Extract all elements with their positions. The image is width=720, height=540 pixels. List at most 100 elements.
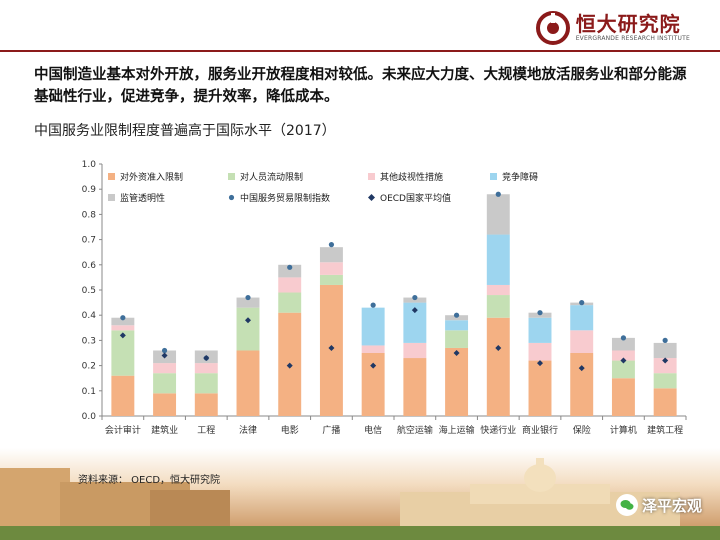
legend-marker xyxy=(228,194,235,201)
bar-segment xyxy=(570,353,594,416)
y-tick-label: 0.9 xyxy=(82,185,97,195)
x-tick-label: 建筑业 xyxy=(151,424,178,436)
oecd-average-point xyxy=(119,332,126,339)
bar-segment xyxy=(319,247,343,263)
bar-segment xyxy=(194,393,218,416)
oecd-average-point xyxy=(662,357,669,364)
bar-segment xyxy=(445,347,469,416)
bar-segment xyxy=(236,297,260,308)
y-tick-label: 0.6 xyxy=(82,261,97,271)
china-index-point xyxy=(370,302,376,308)
china-index-point xyxy=(579,300,585,306)
oecd-average-point xyxy=(578,365,585,372)
legend-swatch xyxy=(108,194,115,201)
bar-segment xyxy=(653,388,677,416)
oecd-average-point xyxy=(620,357,627,364)
bar-segment xyxy=(611,360,635,379)
bar-segment xyxy=(153,363,177,374)
x-tick-label: 快递行业 xyxy=(480,424,516,436)
bar-segment xyxy=(611,337,635,351)
china-index-point xyxy=(161,347,168,354)
oecd-average-point xyxy=(203,355,210,362)
bar-segment xyxy=(319,274,343,285)
bar-segment xyxy=(445,330,469,348)
legend-swatch xyxy=(108,173,115,180)
bar-segment xyxy=(111,330,135,376)
oecd-average-point xyxy=(411,307,418,314)
building-illustration xyxy=(0,448,720,540)
chart-title: 中国服务业限制程度普遍高于国际水平（2017） xyxy=(34,123,336,139)
bar-segment xyxy=(194,373,218,394)
y-tick-label: 0.1 xyxy=(82,387,96,397)
china-index-point xyxy=(328,242,335,248)
bar-segment xyxy=(153,393,177,416)
bar-segment xyxy=(403,302,427,343)
bar-segment xyxy=(486,194,510,235)
watermark: 泽平宏观 xyxy=(615,494,702,516)
x-tick-label: 建筑工程 xyxy=(647,424,683,436)
bar-segment xyxy=(528,342,552,361)
china-index-point xyxy=(287,264,293,270)
china-index-point xyxy=(120,315,126,321)
legend-swatch xyxy=(228,173,235,180)
x-tick-label: 航空运输 xyxy=(397,424,433,436)
y-tick-label: 0.8 xyxy=(82,210,97,220)
china-index-point xyxy=(537,310,543,316)
oecd-average-point xyxy=(537,360,543,367)
x-tick-label: 广播 xyxy=(322,424,340,436)
bar-segment xyxy=(319,262,343,275)
brand-name-en: EVERGRANDE RESEARCH INSTITUTE xyxy=(575,35,690,42)
oecd-average-point xyxy=(328,344,335,351)
bar-segment xyxy=(528,360,552,416)
bar-segment xyxy=(361,307,385,346)
bar-segment xyxy=(528,317,552,343)
oecd-average-point xyxy=(161,352,168,359)
bar-segment xyxy=(653,342,677,359)
legend-label: OECD国家平均值 xyxy=(380,192,451,204)
stacked-bar-chart: 0.0 0.1 0.2 0.3 0.4 0.5 0.6 0.7 0.8 0.9 1.0 会计审计 建筑业… xyxy=(82,160,687,436)
x-tick-label: 商业银行 xyxy=(522,424,558,436)
bar-segment xyxy=(403,342,427,359)
china-index-point xyxy=(495,191,501,197)
headline: 中国制造业基本对外开放，服务业开放程度相对较低。未来应大力度、大规模地放活服务业… xyxy=(34,67,687,105)
brand-name-cn: 恒大研究院 xyxy=(575,12,681,36)
watermark-text: 泽平宏观 xyxy=(641,496,702,515)
legend-marker xyxy=(368,194,375,201)
bar-segment xyxy=(111,325,135,331)
bar-segment xyxy=(111,375,135,416)
legend-swatch xyxy=(490,173,497,180)
china-index-point xyxy=(412,294,418,301)
bar-segment xyxy=(653,373,677,389)
bar-segment xyxy=(278,264,302,278)
bar-segment xyxy=(236,307,260,351)
legend-label: 竞争障碍 xyxy=(502,171,538,183)
oecd-average-point xyxy=(453,350,460,356)
bar-segment xyxy=(153,373,177,394)
y-tick-label: 0.0 xyxy=(82,412,97,422)
header-divider xyxy=(0,50,720,52)
bar-segment xyxy=(236,350,260,416)
legend-label: 对外资准入限制 xyxy=(120,171,183,183)
china-index-point xyxy=(453,312,460,318)
oecd-average-point xyxy=(495,344,502,351)
legend-label: 其他歧视性措施 xyxy=(380,171,443,183)
oecd-average-point xyxy=(370,362,377,369)
bar-segment xyxy=(111,317,135,326)
bar-segment xyxy=(278,292,302,313)
bar-segment xyxy=(611,378,635,416)
legend-label: 监管透明性 xyxy=(120,192,165,204)
bar-segment xyxy=(611,350,635,361)
china-index-point xyxy=(245,294,251,301)
bar-segment xyxy=(570,305,594,331)
x-tick-label: 保险 xyxy=(573,424,591,436)
y-tick-label: 0.2 xyxy=(82,362,96,372)
bar-segment xyxy=(653,358,677,374)
evergrande-logo-icon xyxy=(535,11,570,45)
china-index-point xyxy=(662,337,668,343)
bar-segment xyxy=(278,277,302,293)
x-tick-label: 海上运输 xyxy=(439,424,475,436)
oecd-average-point xyxy=(245,317,251,324)
x-tick-label: 会计审计 xyxy=(105,424,141,436)
y-tick-label: 0.7 xyxy=(82,236,96,246)
china-index-point xyxy=(620,335,627,341)
